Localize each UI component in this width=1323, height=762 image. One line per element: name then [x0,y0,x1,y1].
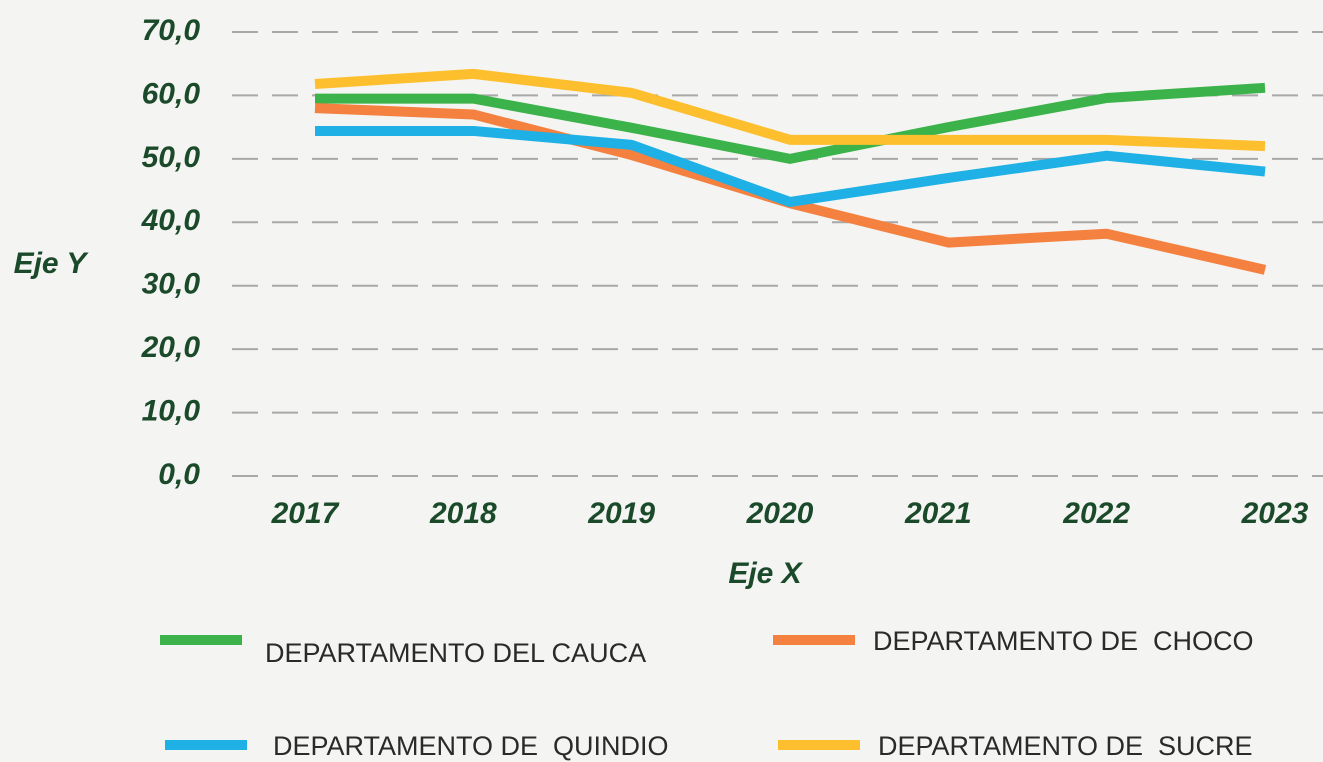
y-tick-label: 70,0 [142,14,201,47]
x-tick-label: 2017 [271,497,340,530]
x-tick-label: 2018 [429,497,497,530]
legend-label: DEPARTAMENTO DEL CAUCA [265,638,646,668]
y-tick-label: 50,0 [142,141,201,174]
y-tick-label: 30,0 [142,268,201,301]
legend-label: DEPARTAMENTO DE QUINDIO [273,731,669,761]
y-axis-label: Eje Y [14,247,90,280]
legend-label: DEPARTAMENTO DE SUCRE [878,731,1253,761]
legend-swatch [160,635,242,645]
y-tick-label: 40,0 [141,204,201,237]
y-tick-label: 0,0 [158,458,200,491]
legend-label: DEPARTAMENTO DE CHOCO [873,626,1254,656]
line [315,125,1266,207]
legend-swatch [773,635,855,645]
line [315,82,1266,164]
x-tick-label: 2019 [587,497,655,530]
x-tick-label: 2023 [1241,497,1309,530]
x-tick-label: 2022 [1062,497,1130,530]
y-tick-label: 60,0 [142,77,201,110]
x-tick-label: 2021 [904,497,972,530]
legend-swatch [165,740,247,750]
x-axis-label: Eje X [728,557,803,590]
y-tick-label: 20,0 [141,331,201,364]
x-tick-label: 2020 [746,497,814,530]
line [314,68,1266,152]
legend-swatch [778,740,860,750]
y-tick-label: 10,0 [142,394,201,427]
